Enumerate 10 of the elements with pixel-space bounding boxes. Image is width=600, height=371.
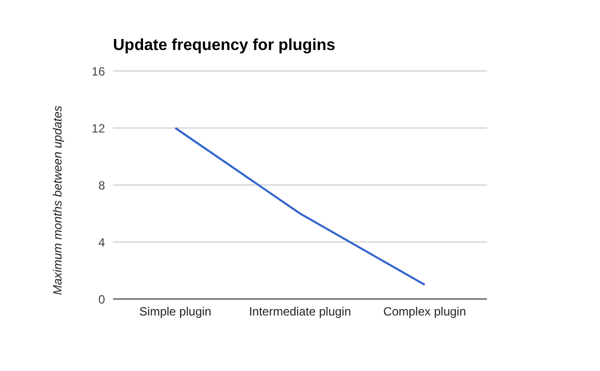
y-axis-title: Maximum months between updates bbox=[50, 106, 64, 295]
x-tick-label: Simple plugin bbox=[139, 304, 212, 319]
x-tick-label: Complex plugin bbox=[383, 304, 466, 319]
y-tick-label: 4 bbox=[98, 235, 106, 250]
y-tick-label: 8 bbox=[98, 178, 106, 192]
y-tick-label: 12 bbox=[92, 121, 106, 136]
y-tick-label: 16 bbox=[92, 64, 106, 78]
x-tick-label: Intermediate plugin bbox=[248, 304, 352, 319]
chart-title: Update frequency for plugins bbox=[113, 37, 336, 55]
y-tick-label: 0 bbox=[98, 292, 106, 306]
